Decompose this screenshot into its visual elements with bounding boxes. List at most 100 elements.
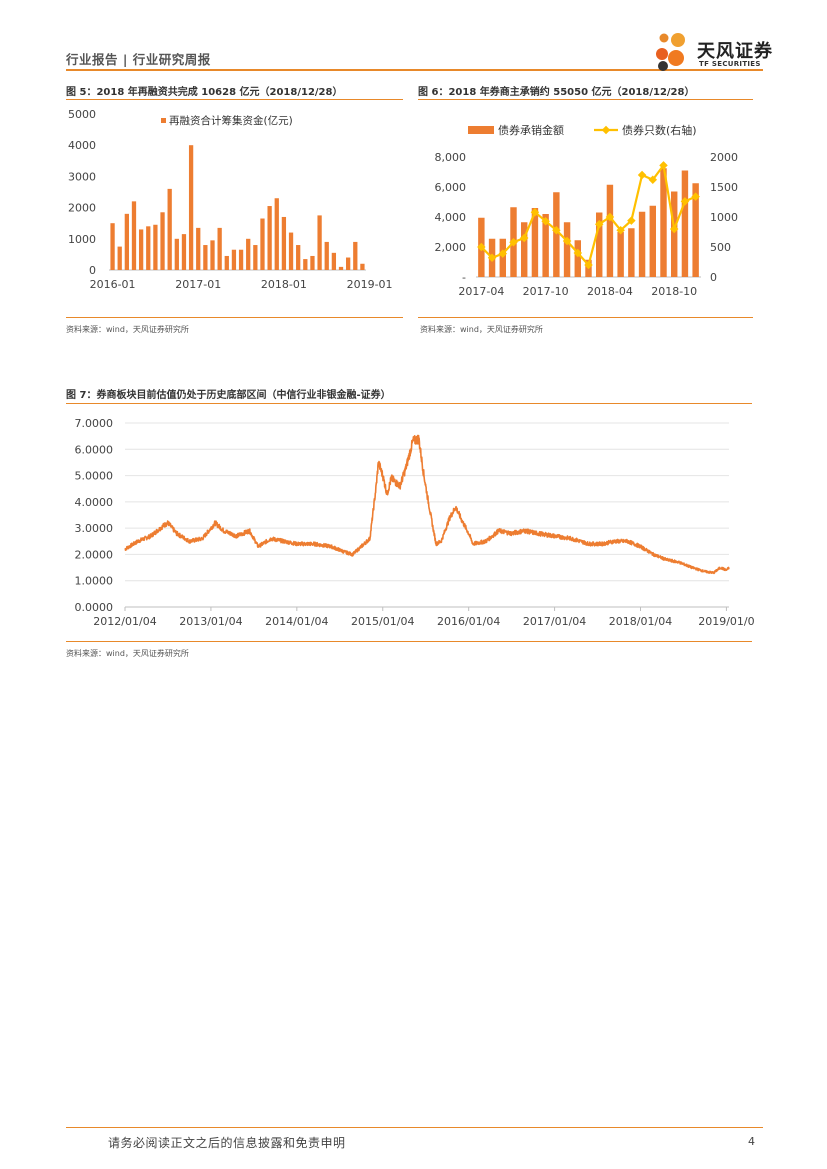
fig5-bar (360, 263, 365, 270)
fig5-x-tick-label: 2017-01 (175, 278, 221, 291)
fig6-line-point (627, 216, 636, 225)
fig5-bar (210, 240, 215, 270)
fig5-bar (310, 255, 315, 270)
fig6-line-point (605, 212, 615, 222)
fig5-bar (296, 245, 301, 270)
fig6-y-left-tick-label: 8,000 (435, 151, 467, 164)
fig7-y-tick-label: 3.0000 (75, 522, 114, 535)
fig6-legend-bar-swatch (468, 126, 494, 134)
fig7-title: 图 7：券商板块目前估值仍处于历史底部区间（中信行业非银金融-证券） (66, 390, 391, 401)
fig6-line-point (487, 253, 497, 263)
fig6-line-point (637, 170, 647, 180)
fig7-source: 资料来源：wind，天风证券研究所 (66, 649, 189, 658)
fig5-bar (138, 229, 144, 270)
fig6-x-tick-label: 2017-10 (523, 285, 569, 298)
fig5-bar (267, 206, 272, 270)
logo-name-cn: 天风证券 (697, 41, 773, 62)
fig5-bar (110, 223, 115, 270)
fig7-x-tick-label: 2013/01/04 (179, 615, 242, 628)
logo-name-en: TF SECURITIES (699, 60, 761, 68)
fig7-x-tick-label: 2019/01/0 (698, 615, 754, 628)
fig7-y-tick-label: 4.0000 (75, 496, 114, 509)
fig7-top-rule (66, 403, 752, 404)
fig5-bar (153, 224, 158, 270)
fig6-bar (628, 228, 635, 277)
fig6-bar (692, 183, 699, 277)
fig6-line-point (562, 236, 572, 246)
fig6-line-point (541, 216, 550, 226)
fig5-bar (167, 188, 172, 270)
fig7-y-tick-label: 1.0000 (75, 575, 114, 588)
fig6-y-right-tick-label: 2000 (710, 151, 738, 164)
fig7-bottom-rule (66, 641, 752, 642)
fig5-bar (224, 255, 229, 270)
fig6-bar (563, 222, 571, 277)
fig5-x-tick-label: 2018-01 (261, 278, 307, 291)
fig5-bar (188, 145, 194, 270)
fig5-bar (231, 249, 237, 270)
fig6-line-point (552, 225, 561, 235)
fig6-bar (660, 168, 667, 277)
fig5-x-tick-label: 2019-01 (347, 278, 393, 291)
fig6-title: 图 6：2018 年券商主承销约 55050 亿元（2018/12/28） (418, 87, 695, 98)
fig5-bar (353, 241, 358, 270)
fig6-bar (553, 192, 560, 277)
fig7-y-tick-label: 6.0000 (75, 443, 114, 456)
fig5-bar (346, 257, 351, 270)
fig5-bar (253, 245, 258, 270)
fig5-bar (338, 266, 344, 270)
fig6-y-left-tick-label: 2,000 (435, 241, 467, 254)
fig5-bar (324, 241, 329, 270)
page-number: 4 (748, 1135, 755, 1148)
fig5-bar (331, 252, 337, 270)
fig6-bar (638, 211, 646, 277)
fig6-y-right-tick-label: 0 (710, 271, 717, 284)
fig5-bar (203, 245, 208, 270)
fig6-y-left-tick-label: - (462, 271, 466, 284)
fig5-bar (274, 198, 279, 270)
fig6-x-tick-label: 2017-04 (458, 285, 504, 298)
fig6-bar (649, 205, 656, 277)
fig5-x-tick-label: 2016-01 (90, 278, 136, 291)
fig7-valuation-line (124, 434, 730, 575)
fig7-x-tick-label: 2017/01/04 (523, 615, 586, 628)
fig6-line-point (530, 207, 540, 217)
fig6-y-left-tick-label: 6,000 (435, 181, 467, 194)
fig5-bar (238, 249, 244, 270)
fig5-bar (160, 212, 165, 270)
fig6-source: 资料来源：wind，天风证券研究所 (420, 325, 543, 334)
fig6-y-left-tick-label: 4,000 (435, 211, 467, 224)
report-header-title: 行业报告 | 行业研究周报 (66, 52, 211, 67)
fig6-bar (617, 232, 624, 277)
fig6-bar (521, 222, 528, 277)
fig5-bar (117, 246, 122, 270)
fig5-bar (174, 238, 179, 270)
fig5-bar (317, 215, 322, 270)
fig5-bar (131, 201, 137, 270)
fig5-bar (288, 232, 294, 270)
fig5-y-tick-label: 4000 (68, 139, 96, 152)
fig5-y-tick-label: 3000 (68, 170, 96, 183)
fig5-bottom-rule (66, 317, 403, 318)
fig7-y-tick-label: 5.0000 (75, 470, 114, 483)
fig5-y-tick-label: 5000 (68, 108, 96, 121)
fig5-legend-label: 再融资合计筹集资金(亿元) (169, 114, 293, 127)
fig7-x-tick-label: 2015/01/04 (351, 615, 414, 628)
fig5-bar (246, 238, 251, 270)
fig6-line-point (616, 225, 625, 235)
footer-disclaimer: 请务必阅读正文之后的信息披露和免责申明 (108, 1136, 346, 1150)
fig6-line-point (584, 260, 593, 270)
fig5-top-rule (66, 99, 403, 100)
fig5-bar (181, 234, 187, 270)
fig7-x-tick-label: 2018/01/04 (609, 615, 672, 628)
fig5-bar (196, 227, 201, 270)
fig6-bottom-rule (418, 317, 753, 318)
fig7-y-tick-label: 2.0000 (75, 548, 114, 561)
fig6-bar (574, 240, 581, 277)
fig6-top-rule (418, 99, 753, 100)
fig6-bar (531, 208, 539, 277)
fig6-bar (671, 191, 678, 277)
fig6-legend-line-label: 债券只数(右轴) (622, 123, 697, 137)
fig6-line-point (691, 192, 700, 201)
fig5-bar (303, 259, 308, 270)
